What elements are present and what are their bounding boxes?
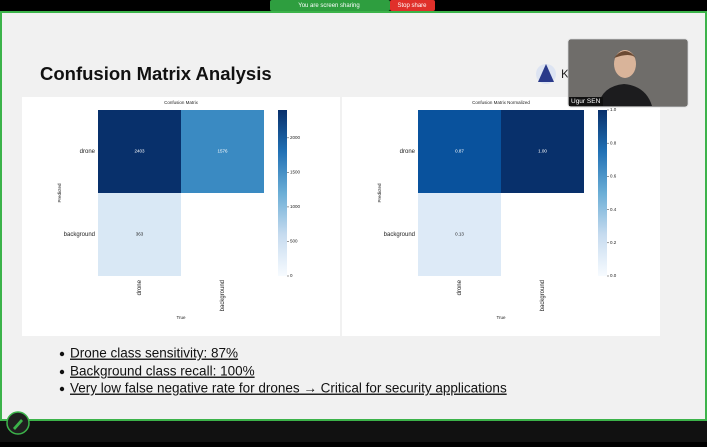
heatmap-cell (181, 110, 264, 193)
colorbar-tick-label: 0 (290, 273, 293, 278)
x-tick-label: drone (457, 279, 463, 295)
stop-share-button[interactable] (390, 0, 435, 11)
x-tick-label: background (220, 280, 226, 311)
colorbar (598, 110, 607, 276)
bullet: Drone class sensitivity: 87% (70, 346, 238, 361)
cell-label: 363 (136, 232, 144, 237)
heatmap-cell (98, 110, 181, 193)
cell-label: 0.13 (455, 232, 464, 237)
bullet: Background class recall: 100% (70, 364, 255, 379)
slide-title: Confusion Matrix Analysis (40, 63, 272, 84)
bullet: Very low false negative rate for drones … (70, 381, 507, 396)
colorbar-tick-label: 1000 (290, 204, 301, 209)
sharing-indicator (270, 0, 390, 11)
chart-title: Confusion Matrix (164, 100, 199, 105)
heatmap-cell (418, 110, 501, 193)
colorbar-tick-label: 1500 (290, 170, 301, 175)
logo: K (536, 64, 569, 84)
colorbar-tick-label: 0.8 (610, 140, 617, 145)
colorbar-tick-label: 2000 (290, 135, 301, 140)
y-tick-label: drone (80, 149, 96, 155)
x-axis-label: True (496, 315, 506, 320)
colorbar-tick-label: 0.4 (610, 207, 617, 212)
stop-share-text[interactable]: Stop share (397, 3, 427, 9)
y-tick-label: background (384, 232, 415, 238)
bullets: Drone class sensitivity: 87% Background … (59, 346, 507, 396)
colorbar-tick-label: 0.6 (610, 174, 617, 179)
video-tile: Ugur SEN (567, 38, 689, 108)
y-tick-label: background (64, 232, 95, 238)
colorbar-tick-label: 0.2 (610, 240, 617, 245)
colorbar-tick-label: 500 (290, 239, 298, 244)
heatmap-cell (98, 193, 181, 276)
toolbar (0, 421, 707, 442)
pencil-icon[interactable] (13, 419, 23, 430)
svg-text:K: K (561, 67, 569, 81)
y-axis-label: Predicted (377, 183, 382, 203)
x-tick-label: drone (137, 279, 143, 295)
x-axis-label: True (176, 315, 186, 320)
sharing-text: You are screen sharing (298, 3, 360, 9)
colorbar-tick-label: 1.0 (610, 107, 617, 112)
heatmap-cell (501, 110, 584, 193)
cell-label: 2403 (134, 149, 145, 154)
colorbar-tick-label: 0.0 (610, 273, 617, 278)
colorbar (278, 110, 287, 276)
y-tick-label: drone (400, 149, 416, 155)
cell-label: 1.00 (538, 149, 547, 154)
y-axis-label: Predicted (57, 183, 62, 203)
chart-title: Confusion Matrix Normalized (472, 100, 530, 105)
participant-name: Ugur SEN (571, 98, 601, 105)
cell-label: 1576 (217, 149, 228, 154)
heatmap-cell (418, 193, 501, 276)
x-tick-label: background (540, 280, 546, 311)
cell-label: 0.87 (455, 149, 464, 154)
